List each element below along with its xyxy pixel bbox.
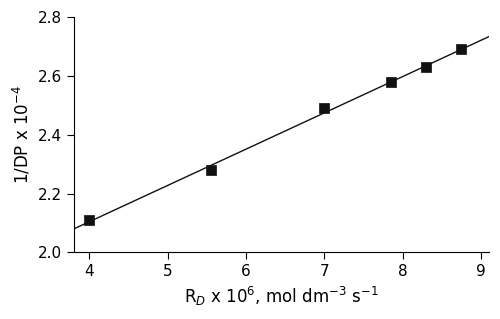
Point [422, 64, 430, 70]
Point [458, 47, 466, 52]
X-axis label: R$_{D}$ x 10$^{6}$, mol dm$^{-3}$ s$^{-1}$: R$_{D}$ x 10$^{6}$, mol dm$^{-3}$ s$^{-1… [184, 285, 378, 308]
Point [387, 79, 395, 84]
Point [207, 167, 215, 173]
Point [86, 218, 94, 223]
Y-axis label: 1/DP x 10$^{-4}$: 1/DP x 10$^{-4}$ [11, 85, 32, 184]
Point [320, 106, 328, 111]
